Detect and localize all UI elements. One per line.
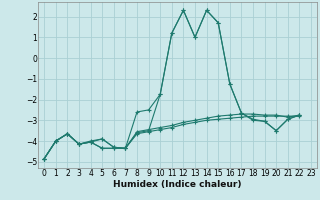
X-axis label: Humidex (Indice chaleur): Humidex (Indice chaleur) [113, 180, 242, 189]
